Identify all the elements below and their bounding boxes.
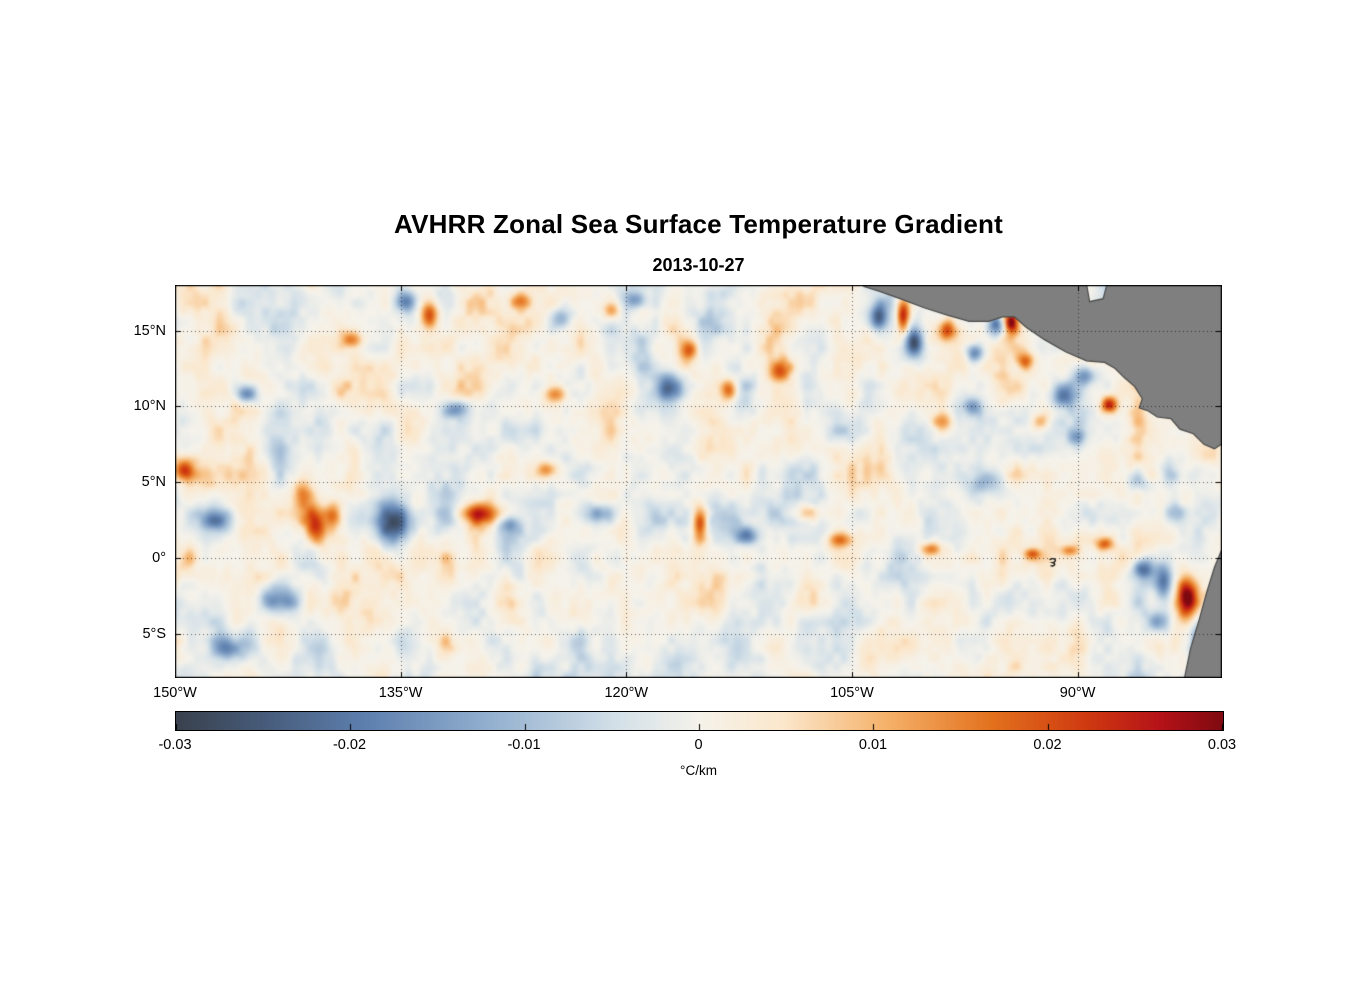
colorbar-tick-label: -0.02 — [332, 737, 367, 753]
colorbar-tick-label: 0.01 — [858, 737, 888, 753]
x-axis-tick-label: 105°W — [830, 685, 874, 701]
chart-subtitle: 2013-10-27 — [652, 255, 745, 275]
colorbar-tick-label: 0.03 — [1207, 737, 1237, 753]
colorbar-unit-label: °C/km — [680, 763, 717, 778]
y-axis-tick-label: 5°S — [142, 625, 166, 642]
y-axis-tick-label: 5°N — [141, 474, 166, 491]
x-axis-tick-label: 135°W — [378, 685, 423, 701]
x-axis-tick-label: 90°W — [1059, 685, 1096, 701]
y-axis-tick-label: 15°N — [133, 322, 166, 339]
chart-title: AVHRR Zonal Sea Surface Temperature Grad… — [394, 209, 1003, 239]
colorbar-tick-label: -0.01 — [507, 737, 541, 753]
colorbar — [175, 711, 1224, 731]
colorbar-tick-label: -0.03 — [158, 737, 192, 753]
colorbar-tick-label: 0 — [694, 737, 703, 753]
y-axis-tick-label: 0° — [152, 550, 166, 567]
y-axis-tick-label: 10°N — [133, 398, 166, 415]
colorbar-tick-label: 0.02 — [1033, 737, 1062, 753]
x-axis-tick-label: 150°W — [153, 685, 197, 701]
x-axis-tick-label: 120°W — [604, 685, 649, 701]
sst-gradient-heatmap — [175, 285, 1222, 678]
